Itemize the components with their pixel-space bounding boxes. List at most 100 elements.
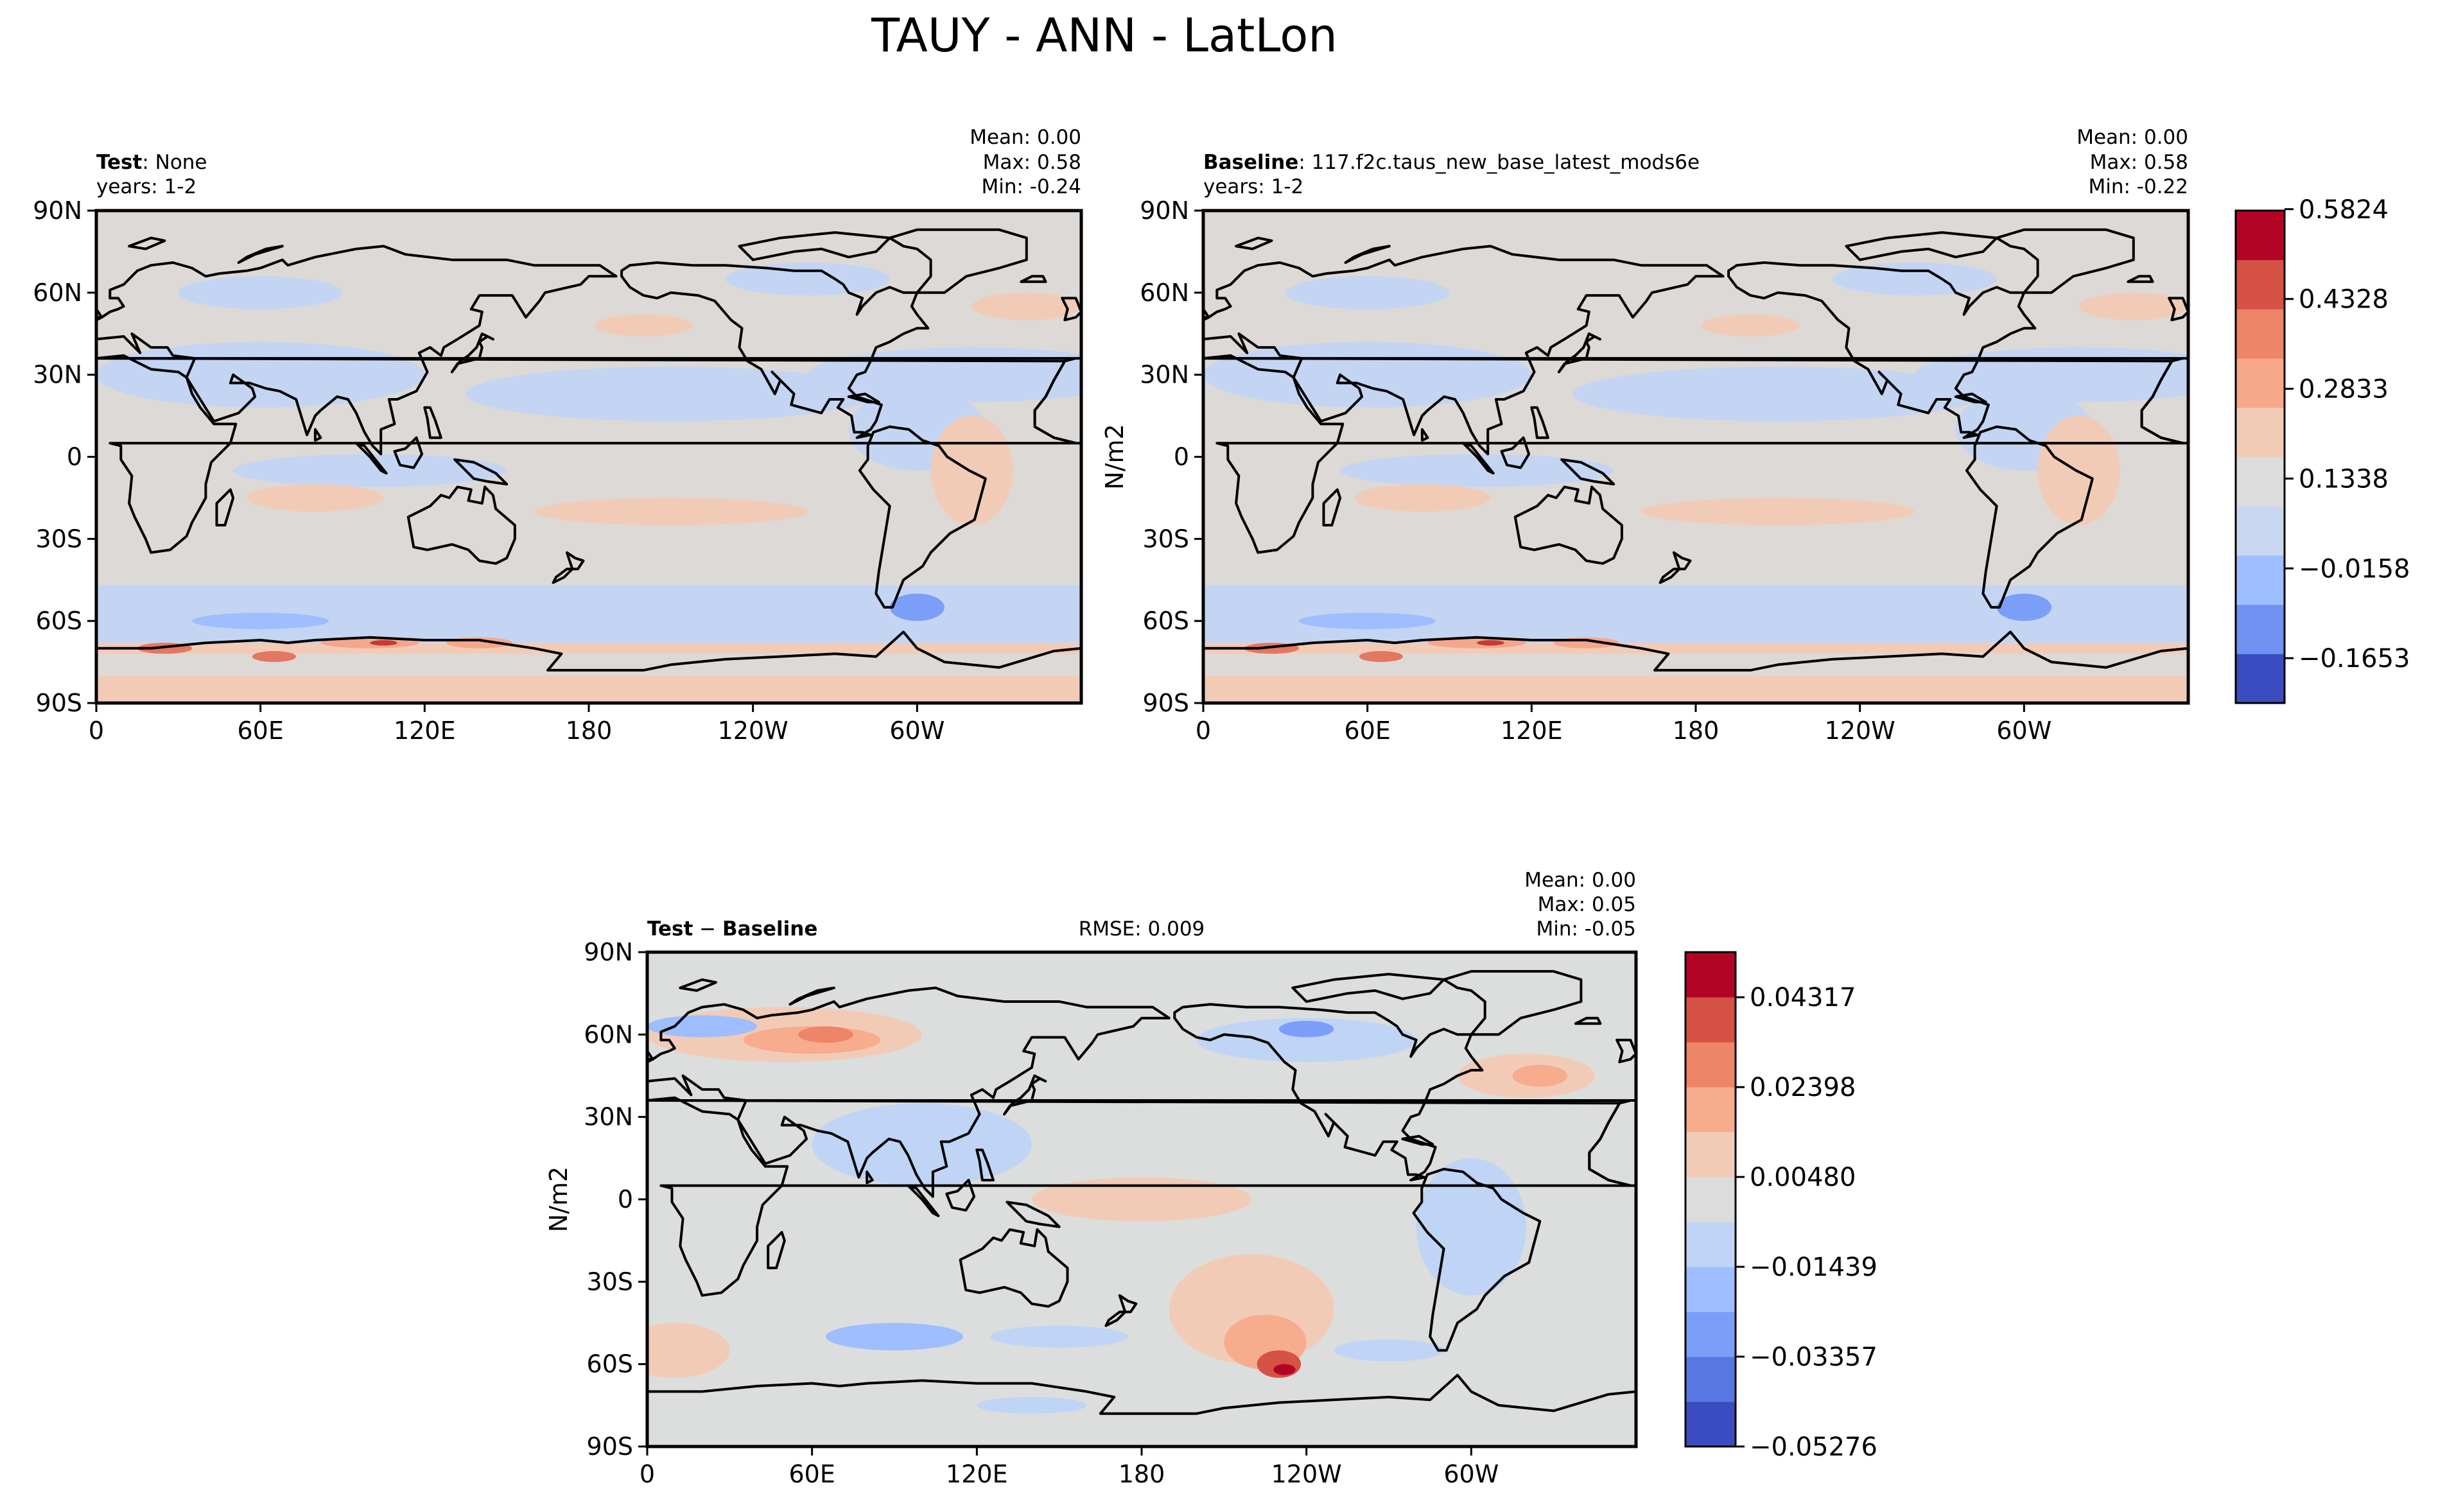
- blob-antarctic-65e: [1359, 651, 1404, 663]
- coastline-australia: [959, 1228, 1069, 1308]
- blob-south-america-blue: [1416, 1158, 1526, 1296]
- blob-drake: [1996, 593, 2051, 621]
- coastline-arctic-isl: [738, 231, 891, 261]
- coastline-newguinea: [453, 458, 509, 486]
- colorbar-tick-label: 0.02398: [1750, 1073, 1856, 1102]
- blob-tasman-blue: [990, 1325, 1128, 1348]
- blob-north-pacific-storm: [594, 314, 693, 337]
- band-antarctic-interior: [1203, 675, 2188, 703]
- stat-mean: Mean: 0.00: [970, 126, 1081, 149]
- x-tick-label: 120W: [1825, 717, 1895, 745]
- y-tick-label: 30N: [584, 1103, 633, 1131]
- coastline-japan: [450, 332, 494, 374]
- y-tick-label: 30N: [33, 361, 82, 389]
- blob-north-pacific-trade: [466, 366, 876, 422]
- coastline-iceland: [2127, 275, 2154, 283]
- coastline-nz-n: [1672, 551, 1692, 571]
- colorbar-segment: [1685, 1357, 1736, 1402]
- blob-siberia: [1285, 276, 1450, 309]
- coastline-nz-n: [1118, 1294, 1138, 1314]
- blob-antarctic-peak: [370, 639, 397, 646]
- coastline-srilanka: [313, 428, 322, 442]
- x-tick-label: 60W: [1996, 717, 2051, 745]
- coastline-philippines: [975, 1149, 995, 1182]
- colorbar-segment: [1685, 1087, 1736, 1133]
- coastline-nz-s: [552, 568, 574, 584]
- blob-indian-south: [247, 484, 384, 512]
- coastline-nz-s: [1104, 1310, 1127, 1327]
- coastline-uk-e: [1203, 308, 1210, 319]
- coastline-svalbard: [679, 978, 717, 992]
- x-tick-label: 60E: [237, 717, 283, 745]
- coastline-novaya: [237, 245, 284, 264]
- x-tick-label: 120E: [394, 717, 456, 745]
- coastline-uk: [2168, 297, 2188, 322]
- blob-indian-south-blue: [826, 1323, 963, 1351]
- blob-north-atlantic-storm: [971, 292, 1081, 320]
- coastline-cuba: [1954, 392, 1987, 404]
- blob-asia: [1203, 342, 1532, 408]
- y-tick-label: 0: [67, 443, 82, 471]
- contour-field-test: [96, 211, 1081, 703]
- blob-north-atlantic-core: [1512, 1064, 1568, 1087]
- coastline-n-america: [1173, 1003, 1484, 1182]
- y-tick-label: 90N: [1140, 196, 1189, 225]
- x-tick-label: 0: [640, 1460, 655, 1488]
- coastline-antarctica: [96, 630, 1081, 703]
- coastline-africa-w: [647, 1099, 1636, 1187]
- band-antarctic-interior: [96, 675, 1081, 703]
- blob-antarctic-65e: [252, 651, 297, 663]
- blob-canada: [1833, 262, 1997, 296]
- coastline-nz-s: [1659, 568, 1681, 584]
- coastline-s-america: [858, 425, 987, 609]
- coastline-eurasia: [647, 986, 1171, 1198]
- y-axis-label: N/m2: [1101, 424, 1129, 489]
- colorbar-tick-label: −0.05276: [1750, 1432, 1877, 1462]
- colorbar-frame: [2234, 209, 2286, 704]
- coastline-japan: [1003, 1074, 1047, 1116]
- y-tick-label: 60N: [33, 279, 82, 307]
- x-tick-label: 120E: [946, 1460, 1008, 1488]
- colorbar-segment: [1685, 1402, 1736, 1447]
- blob-north-atlantic-storm: [2078, 292, 2188, 320]
- y-tick-label: 30S: [36, 525, 82, 553]
- colorbar-tick-label: 0.1338: [2299, 464, 2389, 494]
- x-tick-label: 0: [1196, 717, 1211, 745]
- coastline-africa-w: [1203, 357, 2188, 445]
- colorbar-segment: [1685, 1267, 1736, 1312]
- coastline-madagascar: [215, 488, 235, 526]
- y-tick-label: 60N: [584, 1020, 633, 1048]
- coastline-antarctica: [647, 1373, 1636, 1447]
- blob-indian: [233, 454, 507, 487]
- blob-canada: [726, 262, 890, 296]
- panel-title: Baseline: 117.f2c.taus_new_base_latest_m…: [1203, 151, 1700, 174]
- blob-south-atlantic-red: [647, 1323, 730, 1378]
- y-tick-label: 30N: [1140, 361, 1189, 389]
- x-tick-label: 180: [1119, 1460, 1165, 1488]
- x-tick-label: 0: [89, 717, 104, 745]
- coastline-antarctica: [1203, 630, 2188, 703]
- colorbar-segment: [1685, 1312, 1736, 1357]
- rmse-label: RMSE: 0.009: [1079, 917, 1205, 941]
- blob-asia-blue: [812, 1103, 1032, 1186]
- coastline-greenland: [1995, 228, 2135, 294]
- panel-title-minus: −: [693, 917, 722, 941]
- map-panel-test: 0 60E 120E 180 120W 60W 90N 60N 30N 0 30S 60S 90S Tes…: [33, 126, 1083, 745]
- band-antarctic-edge: [1203, 643, 2188, 654]
- panel-title: Test: None: [96, 151, 207, 174]
- y-tick-label: 60S: [1143, 607, 1189, 635]
- blob-south-pacific: [1641, 498, 1915, 526]
- colorbar-segment: [1685, 1222, 1736, 1267]
- blob-drake: [889, 593, 945, 621]
- coastline-newguinea: [1560, 458, 1615, 486]
- y-tick-label: 90S: [36, 689, 82, 717]
- coastline-svalbard: [1235, 236, 1273, 250]
- panel-title-baseline: Baseline: [722, 917, 817, 941]
- map-panel-baseline: 0 60E 120E 180 120W 60W 90N 60N 30N 0 30S 60S 90S N/m…: [1101, 126, 2190, 745]
- blob-antarctic-100e: [320, 637, 419, 648]
- coastline-australia: [406, 485, 516, 565]
- blob-southern-60e: [192, 613, 329, 629]
- colorbar-tick-label: 0.4328: [2299, 285, 2389, 315]
- blob-north-pacific-trade: [1572, 366, 1983, 422]
- colorbar-segment: [1685, 997, 1736, 1043]
